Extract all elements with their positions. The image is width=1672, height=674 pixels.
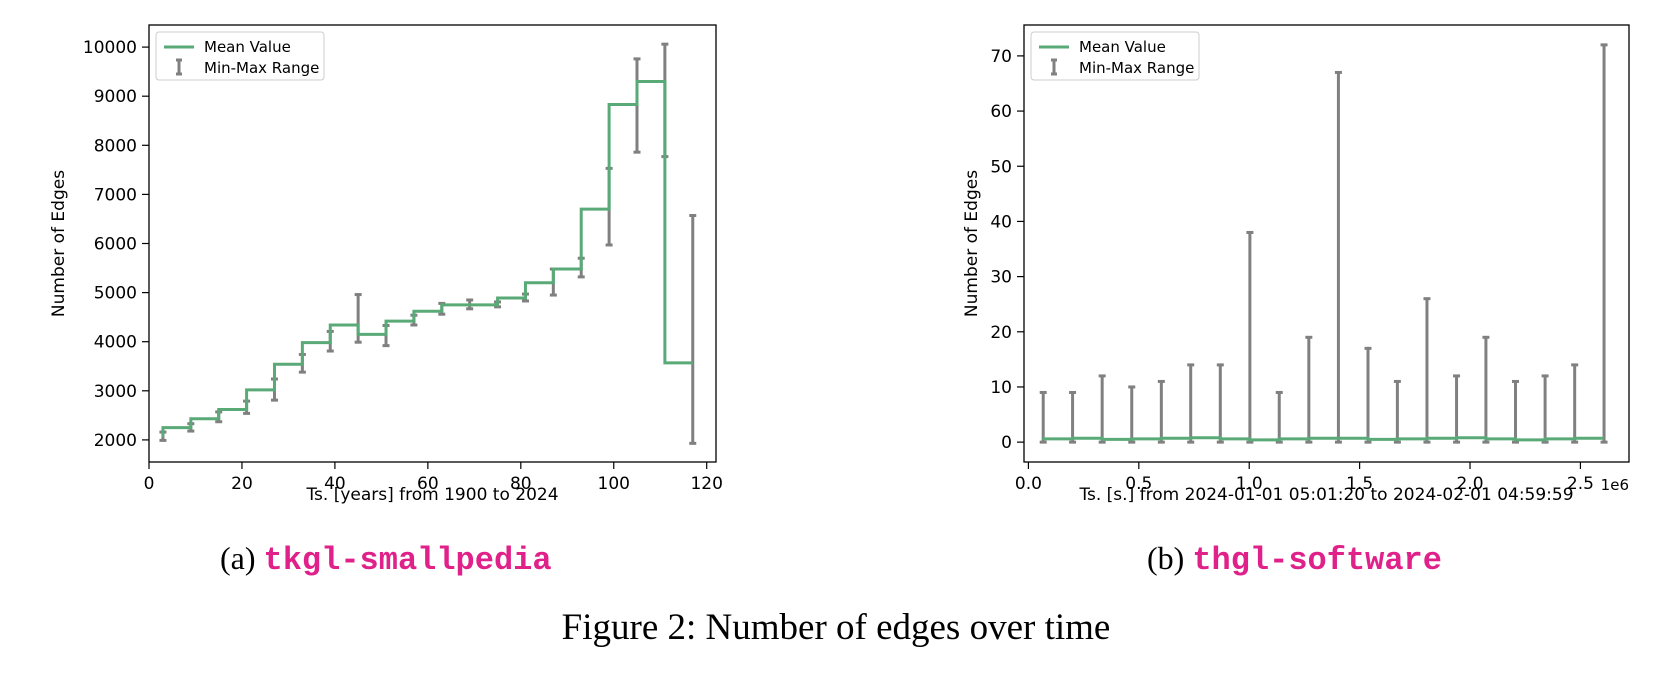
y-axis-label: Number of Edges: [49, 170, 69, 317]
y-tick-label: 60: [990, 102, 1012, 122]
legend-box: [1030, 31, 1200, 81]
x-scale-label: 1e6: [1601, 476, 1629, 494]
chart-b: 0.0 0.5 1.0 1.5 2.0 2.5 0 10 20 30 40 50 60 70 Ts. [s.…: [962, 24, 1630, 505]
y-tick-label: 3000: [94, 382, 137, 402]
subcaption-b: (b) thgl-software: [1147, 540, 1442, 579]
x-axis-label: Ts. [s.] from 2024-01-01 05:01:20 to 202…: [1078, 485, 1573, 505]
x-tick-label: 0.5: [1125, 474, 1152, 494]
figure-caption: Figure 2: Number of edges over time: [561, 607, 1111, 648]
x-tick-label: 40: [324, 474, 346, 494]
y-tick-label: 8000: [94, 136, 137, 156]
x-tick-label: 1.0: [1236, 474, 1263, 494]
y-tick-label: 50: [990, 157, 1012, 177]
mean-line: [1041, 436, 1605, 442]
y-tick-label: 30: [990, 268, 1012, 288]
x-tick-label: 120: [690, 474, 722, 494]
legend-mean-label: Mean Value: [1079, 38, 1166, 56]
x-tick-label: 0.0: [1015, 474, 1042, 494]
y-tick-label: 10000: [83, 38, 137, 58]
y-axis-label: Number of Edges: [962, 170, 982, 317]
x-tick-label: 20: [231, 474, 253, 494]
chart-a: 0 20 40 60 80 100 120 2000 3000 4000 5000 6000 7000 8…: [49, 24, 723, 505]
x-axis-label: Ts. [years] from 1900 to 2024: [305, 485, 558, 505]
x-tick-label: 1.5: [1346, 474, 1373, 494]
y-tick-label: 0: [1001, 433, 1012, 453]
plot-frame: [148, 24, 717, 463]
subcaption-a-prefix: (a): [220, 540, 264, 576]
y-tick-label: 20: [990, 323, 1012, 343]
y-tick-label: 9000: [94, 87, 137, 107]
x-tick-label: 2.0: [1456, 474, 1483, 494]
y-tick-label: 5000: [94, 284, 137, 304]
x-tick-label: 100: [598, 474, 630, 494]
legend-range-label: Min-Max Range: [1079, 59, 1194, 77]
mean-line: [161, 79, 693, 438]
plot-frame: [1023, 24, 1630, 463]
y-tick-label: 4000: [94, 333, 137, 353]
legend-box: [155, 31, 325, 81]
subcaption-a: (a) tkgl-smallpedia: [220, 540, 552, 579]
x-tick-label: 60: [417, 474, 439, 494]
legend-range-label: Min-Max Range: [204, 59, 319, 77]
y-tick-label: 40: [990, 212, 1012, 232]
subcaption-b-prefix: (b): [1147, 540, 1193, 576]
subcaption-a-dataset: tkgl-smallpedia: [263, 542, 552, 579]
legend-mean-label: Mean Value: [204, 38, 291, 56]
x-tick-label: 80: [510, 474, 532, 494]
x-tick-label: 2.5: [1567, 474, 1594, 494]
y-tick-label: 6000: [94, 235, 137, 255]
y-tick-label: 70: [990, 47, 1012, 67]
y-tick-label: 2000: [94, 431, 137, 451]
y-tick-label: 10: [990, 378, 1012, 398]
subcaption-b-dataset: thgl-software: [1192, 542, 1442, 579]
x-tick-label: 0: [144, 474, 155, 494]
y-tick-label: 7000: [94, 185, 137, 205]
